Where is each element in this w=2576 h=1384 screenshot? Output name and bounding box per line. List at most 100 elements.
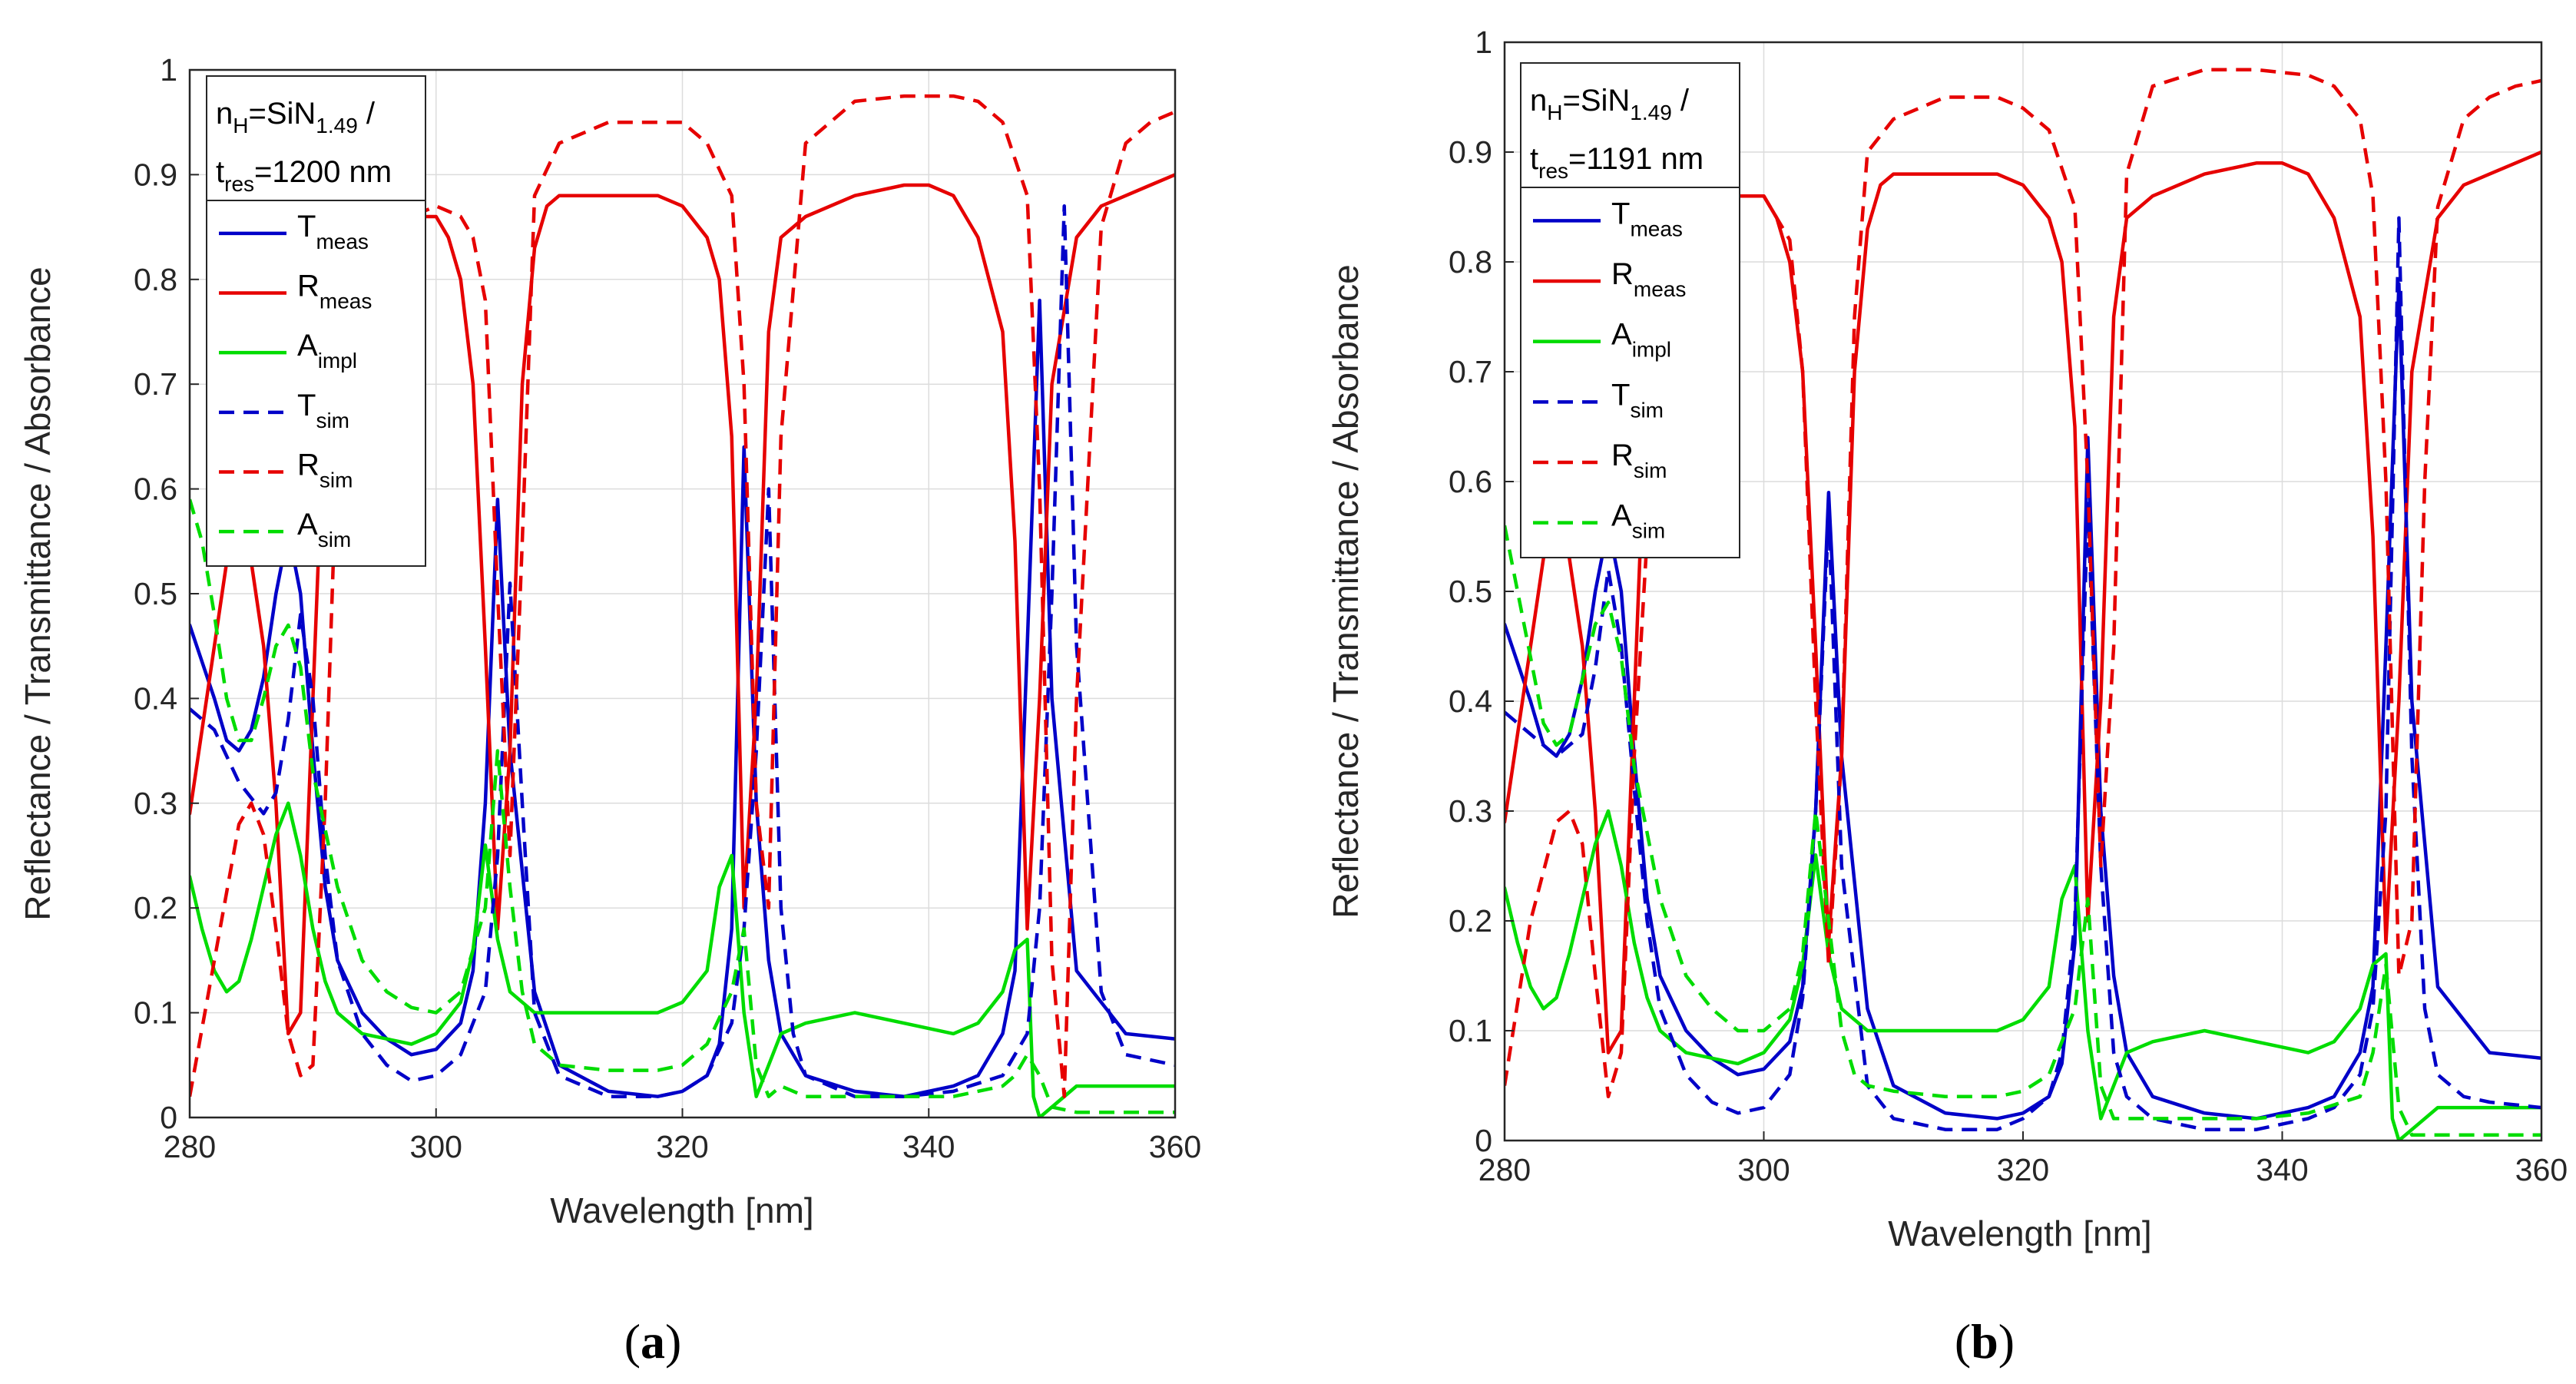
- legend-label-sub: meas: [320, 290, 372, 313]
- legend-label-a-impl-b: Aimpl: [1611, 318, 1671, 362]
- y-tick-label-a: 0.3: [134, 786, 177, 821]
- legend-header-part: =1200 nm: [254, 155, 392, 189]
- legend-label-t-meas-a: Tmeas: [297, 210, 369, 253]
- legend-label-r-meas-b: Rmeas: [1611, 257, 1686, 301]
- grid-a: [189, 69, 1176, 1118]
- legend-header-part: 1.49: [316, 114, 358, 137]
- y-tick-label-a: 0.2: [134, 890, 177, 925]
- legend-label-name: A: [1611, 318, 1632, 352]
- y-tick-label-a: 1: [160, 52, 177, 88]
- legend-header-line2-a: tres=1200 nm: [216, 155, 392, 196]
- x-tick-label-a: 360: [1149, 1129, 1201, 1164]
- series-b: [1505, 68, 2541, 1141]
- y-axis-label-b: Reflectance / Transmittance / Absorbance: [1326, 264, 1366, 918]
- x-tick-label-b: 340: [2256, 1152, 2308, 1187]
- x-tick-label-b: 320: [1997, 1152, 2049, 1187]
- y-tick-label-a: 0.4: [134, 680, 177, 716]
- legend-header-part: t: [216, 155, 224, 189]
- y-tick-label-a: 0.8: [134, 262, 177, 297]
- series-line-a-sim-b: [1505, 525, 2541, 1137]
- y-tick-label-a: 0.5: [134, 576, 177, 611]
- legend-header-part: /: [1672, 84, 1690, 118]
- legend-label-sub: sim: [1630, 398, 1664, 422]
- legend-header-part: =SiN: [1562, 84, 1630, 118]
- legend-label-sub: sim: [316, 409, 349, 432]
- y-tick-label-b: 0.3: [1449, 793, 1492, 829]
- legend-box-b: [1520, 62, 1740, 558]
- legend-label-name: A: [297, 508, 318, 541]
- x-tick-label-a: 320: [656, 1129, 708, 1164]
- legend-header-part: H: [1547, 101, 1562, 124]
- legend-label-sub: meas: [1634, 277, 1686, 301]
- x-tick-label-a: 280: [164, 1129, 216, 1164]
- legend-label-a-sim-a: Asim: [297, 508, 351, 551]
- x-tick-label-b: 360: [2515, 1152, 2568, 1187]
- series-line-a-impl-a: [190, 801, 1175, 1117]
- ticks-a: 280 300 320 340 360 0 0.1 0.2 0.3 0.4 0.5 0.6 0.7 0.8…: [134, 52, 1201, 1164]
- legend-header-part: =1191 nm: [1568, 142, 1704, 176]
- legend-label-sub: meas: [316, 230, 368, 253]
- y-axis-label-a: Reflectance / Transmittance / Absorbance: [18, 267, 58, 920]
- legend-header-part: H: [233, 114, 248, 137]
- x-axis-label-a: Wavelength [nm]: [550, 1190, 813, 1230]
- y-tick-label-b: 0.7: [1449, 354, 1492, 389]
- y-tick-label-a: 0.6: [134, 472, 177, 507]
- legend-label-sub: impl: [318, 349, 357, 372]
- series-line-r-meas-b: [1505, 150, 2541, 1055]
- legend-label-t-meas-b: Tmeas: [1611, 197, 1683, 240]
- series-line-a-sim-a: [190, 498, 1175, 1114]
- y-tick-label-a: 0.9: [134, 157, 177, 192]
- legend-label-name: R: [1611, 257, 1634, 291]
- legend-header-line1-b: nH=SiN1.49 /: [1530, 84, 1690, 124]
- legend-label-sub: sim: [320, 469, 353, 492]
- legend-header-part: /: [358, 97, 376, 131]
- series-a: [190, 94, 1175, 1117]
- y-tick-label-b: 0.5: [1449, 574, 1492, 609]
- y-tick-label-b: 0.6: [1449, 464, 1492, 499]
- legend-label-sub: sim: [1634, 459, 1667, 482]
- legend-label-r-sim-b: Rsim: [1611, 439, 1667, 482]
- x-tick-label-b: 280: [1478, 1152, 1531, 1187]
- legend-label-name: R: [297, 449, 320, 482]
- series-line-r-meas-a: [190, 173, 1175, 1036]
- chart-panel-b: 280 300 320 340 360 0 0.1 0.2 0.3 0.4 0.5 0.6 0.7 0.8…: [1326, 25, 2568, 1369]
- y-tick-label-b: 0.2: [1449, 903, 1492, 939]
- legend-a: nH=SiN1.49 /tres=1200 nmTmeasRmeasAimplT…: [206, 75, 426, 567]
- legend-header-part: n: [216, 97, 233, 131]
- x-tick-label-a: 300: [410, 1129, 462, 1164]
- legend-label-name: T: [297, 210, 316, 243]
- y-tick-label-b: 0: [1475, 1123, 1492, 1158]
- legend-label-r-sim-a: Rsim: [297, 449, 353, 492]
- legend-label-sub: sim: [318, 528, 352, 551]
- legend-header-part: n: [1530, 84, 1547, 118]
- legend-header-part: =SiN: [248, 97, 316, 131]
- legend-label-name: T: [1611, 378, 1630, 412]
- legend-label-name: T: [297, 389, 316, 422]
- x-axis-label-b: Wavelength [nm]: [1888, 1213, 2151, 1253]
- y-tick-label-b: 0.4: [1449, 684, 1492, 719]
- ticks-b: 280 300 320 340 360 0 0.1 0.2 0.3 0.4 0.5 0.6 0.7 0.8…: [1449, 25, 2568, 1187]
- legend-label-name: A: [297, 329, 318, 363]
- legend-b: nH=SiN1.49 /tres=1191 nmTmeasRmeasAimplT…: [1520, 62, 1740, 558]
- legend-label-sub: impl: [1632, 338, 1671, 362]
- legend-label-t-sim-a: Tsim: [297, 389, 349, 432]
- y-tick-label-a: 0: [160, 1100, 177, 1135]
- y-tick-label-b: 0.1: [1449, 1013, 1492, 1048]
- x-tick-label-b: 300: [1737, 1152, 1790, 1187]
- legend-label-sub: meas: [1630, 217, 1682, 240]
- legend-label-sub: sim: [1632, 519, 1666, 543]
- x-tick-label-a: 340: [902, 1129, 955, 1164]
- y-tick-label-a: 0.1: [134, 995, 177, 1031]
- legend-label-a-sim-b: Asim: [1611, 499, 1665, 543]
- legend-header-part: res: [1538, 159, 1568, 183]
- legend-box-a: [206, 75, 426, 567]
- legend-label-name: R: [1611, 439, 1634, 472]
- legend-header-part: res: [224, 172, 254, 196]
- panel-label-a: (a): [624, 1314, 682, 1369]
- chart-panel-a: 280 300 320 340 360 0 0.1 0.2 0.3 0.4 0.5 0.6 0.7 0.8…: [18, 52, 1201, 1369]
- series-line-a-impl-b: [1505, 809, 2541, 1141]
- legend-header-part: t: [1530, 142, 1538, 176]
- y-tick-label-b: 0.9: [1449, 134, 1492, 170]
- series-line-t-sim-b: [1505, 216, 2541, 1131]
